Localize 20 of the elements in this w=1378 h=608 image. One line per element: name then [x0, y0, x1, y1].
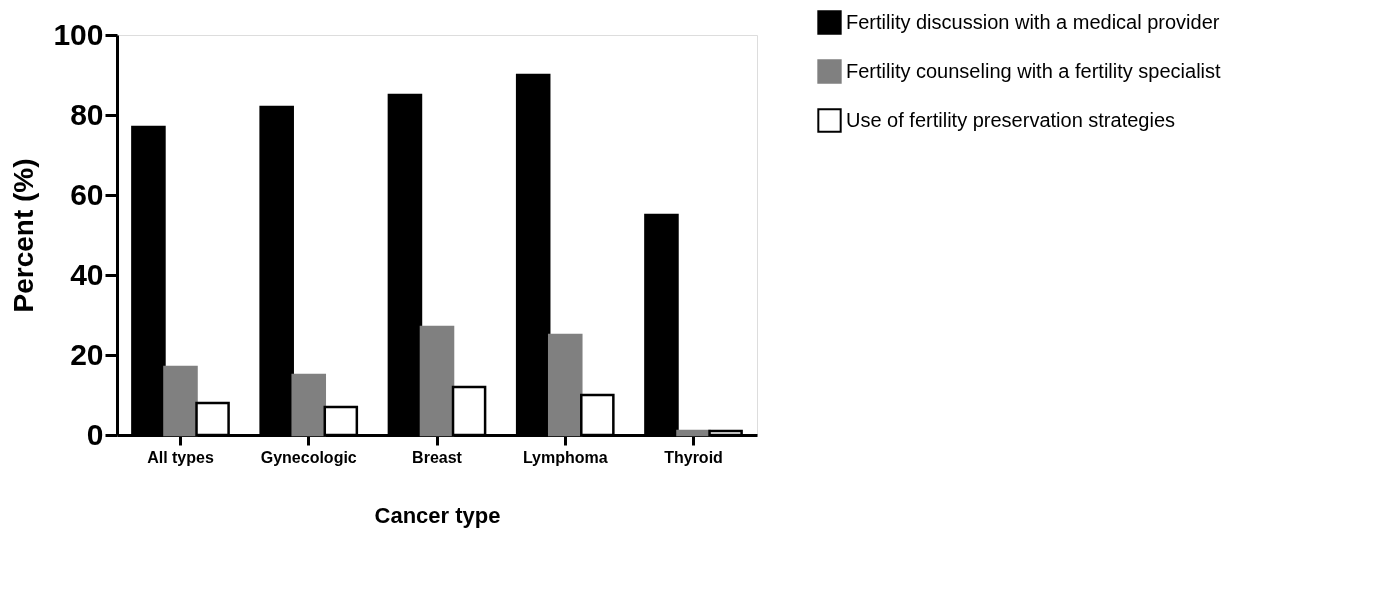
bar	[163, 365, 198, 437]
y-axis-title: Percent (%)	[8, 158, 40, 313]
y-tick-label: 20	[70, 337, 104, 371]
y-tick-label: 0	[86, 417, 104, 451]
bar	[547, 333, 583, 437]
y-tick-label: 60	[70, 177, 104, 211]
x-tick-label: Thyroid	[664, 448, 723, 466]
y-tick-label: 100	[53, 17, 104, 51]
x-tick-label: Gynecologic	[260, 448, 357, 466]
x-tick-label: Breast	[412, 448, 463, 466]
x-axis-title: Cancer type	[374, 502, 501, 528]
x-tick-label: Lymphoma	[522, 448, 608, 466]
y-tick-label: 80	[70, 97, 104, 131]
legend-label: Fertility discussion with a medical provider	[846, 10, 1220, 33]
legend-label: Use of fertility preservation strategies	[846, 108, 1176, 131]
y-tick-label: 40	[70, 257, 104, 291]
legend-label: Fertility counseling with a fertility specialist	[846, 59, 1222, 82]
bar	[291, 373, 327, 437]
bar	[419, 325, 455, 437]
x-tick-label: All types	[147, 448, 214, 466]
